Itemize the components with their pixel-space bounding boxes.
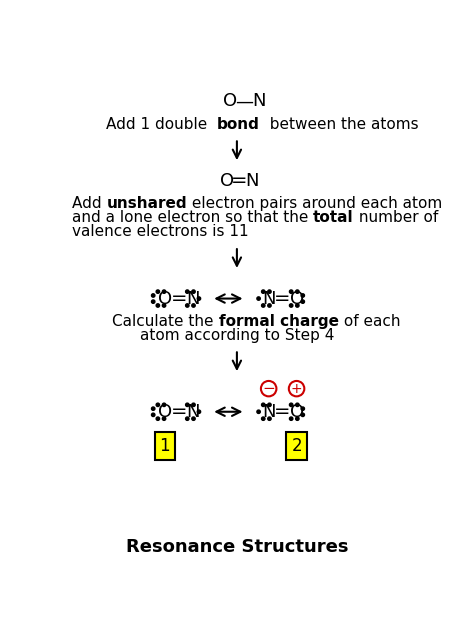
Circle shape <box>289 290 293 293</box>
Circle shape <box>296 417 299 420</box>
Text: −: − <box>263 381 275 396</box>
Text: +: + <box>291 381 302 396</box>
Text: unshared: unshared <box>106 196 187 211</box>
Text: 1: 1 <box>160 437 170 456</box>
Circle shape <box>301 300 305 303</box>
Circle shape <box>262 304 265 307</box>
Text: =: = <box>231 172 248 190</box>
Text: =: = <box>170 403 187 421</box>
Text: 2: 2 <box>291 437 302 456</box>
Text: N: N <box>186 403 200 420</box>
Text: formal charge: formal charge <box>219 314 338 329</box>
Circle shape <box>156 290 160 293</box>
Circle shape <box>262 403 265 406</box>
Text: number of: number of <box>354 210 438 225</box>
Text: electron pairs around each atom: electron pairs around each atom <box>187 196 442 211</box>
Circle shape <box>186 290 189 293</box>
Circle shape <box>257 297 260 300</box>
Circle shape <box>192 290 195 293</box>
Text: of each: of each <box>338 314 400 329</box>
Text: Resonance Structures: Resonance Structures <box>125 538 348 556</box>
Circle shape <box>192 417 195 420</box>
Text: O: O <box>158 289 172 308</box>
Text: Add 1 double: Add 1 double <box>106 117 217 132</box>
Circle shape <box>156 403 160 406</box>
Text: =: = <box>275 289 291 308</box>
Circle shape <box>186 417 189 420</box>
Circle shape <box>262 290 265 293</box>
Circle shape <box>296 304 299 307</box>
Circle shape <box>197 410 200 413</box>
Text: O: O <box>220 172 234 189</box>
Circle shape <box>151 300 155 303</box>
Text: N: N <box>245 172 258 189</box>
Text: and a lone electron so that the: and a lone electron so that the <box>72 210 313 225</box>
Text: N: N <box>262 289 275 308</box>
Circle shape <box>257 410 260 413</box>
Circle shape <box>289 417 293 420</box>
Text: N: N <box>253 92 266 111</box>
Text: O: O <box>289 403 304 420</box>
Circle shape <box>151 407 155 410</box>
Text: N: N <box>262 403 275 420</box>
Text: =: = <box>170 289 187 308</box>
Text: Add: Add <box>72 196 106 211</box>
Circle shape <box>268 417 271 420</box>
Circle shape <box>301 413 305 417</box>
Circle shape <box>192 304 195 307</box>
Circle shape <box>197 297 200 300</box>
Text: valence electrons is 11: valence electrons is 11 <box>72 224 249 239</box>
Text: —: — <box>235 92 253 111</box>
Circle shape <box>296 403 299 406</box>
Circle shape <box>186 304 189 307</box>
Circle shape <box>268 403 271 406</box>
Circle shape <box>156 304 160 307</box>
Circle shape <box>186 403 189 406</box>
Circle shape <box>151 413 155 417</box>
Text: Calculate the: Calculate the <box>112 314 219 329</box>
Text: N: N <box>186 289 200 308</box>
Circle shape <box>156 417 160 420</box>
Circle shape <box>268 290 271 293</box>
Circle shape <box>163 417 166 420</box>
Text: O: O <box>223 92 237 111</box>
Circle shape <box>268 304 271 307</box>
Text: bond: bond <box>217 117 260 132</box>
Circle shape <box>289 403 293 406</box>
Text: O: O <box>158 403 172 420</box>
Circle shape <box>163 290 166 293</box>
Circle shape <box>192 403 195 406</box>
Text: =: = <box>275 403 291 421</box>
Text: atom according to Step 4: atom according to Step 4 <box>140 328 334 343</box>
Text: total: total <box>313 210 354 225</box>
Circle shape <box>163 403 166 406</box>
Text: between the atoms: between the atoms <box>260 117 419 132</box>
Circle shape <box>289 304 293 307</box>
Circle shape <box>296 290 299 293</box>
Circle shape <box>301 294 305 297</box>
Circle shape <box>301 407 305 410</box>
Circle shape <box>163 304 166 307</box>
Text: O: O <box>289 289 304 308</box>
Circle shape <box>262 417 265 420</box>
Circle shape <box>151 294 155 297</box>
